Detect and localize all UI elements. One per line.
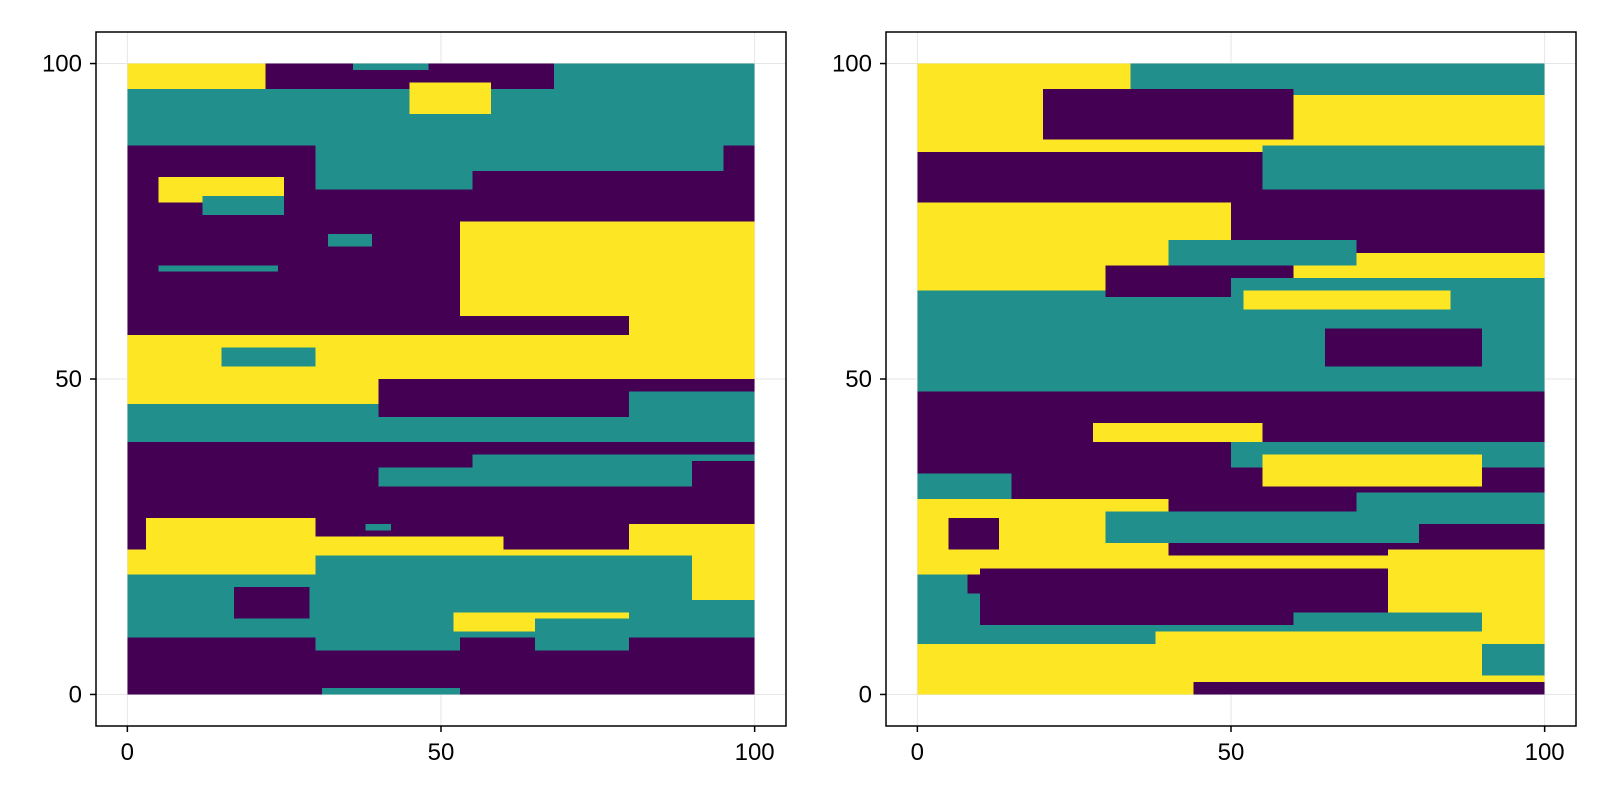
heatmap-patch (967, 574, 1156, 594)
y-tick-label: 0 (859, 681, 872, 708)
heatmap-patch (127, 63, 266, 89)
x-tick-label: 50 (1218, 739, 1245, 766)
heatmap-patch (1168, 240, 1357, 266)
heatmap-cells (127, 63, 755, 695)
heatmap-patch (535, 618, 630, 651)
heatmap-patch (1243, 290, 1451, 310)
heatmap-panel-left: 0 50 100 0 50 100 (42, 31, 787, 766)
heatmap-patch (409, 126, 724, 171)
heatmap-patch (1481, 643, 1545, 676)
y-tick-label: 50 (55, 366, 82, 393)
x-tick-label: 100 (1525, 739, 1565, 766)
heatmap-patch (948, 517, 999, 550)
heatmap-patch (1325, 328, 1482, 367)
heatmap-patch (629, 315, 755, 379)
heatmap-patch (1155, 631, 1388, 682)
heatmap-patch (948, 631, 993, 644)
heatmap-cells (917, 63, 1545, 695)
heatmap-patch (328, 233, 372, 247)
y-tick-label: 0 (69, 681, 82, 708)
heatmap-panel-right: 0 50 100 0 50 100 (832, 31, 1577, 766)
heatmap-patch (917, 473, 1012, 499)
heatmap-patch (459, 221, 755, 316)
y-tick-label: 100 (42, 51, 82, 78)
x-tick-label: 100 (735, 739, 775, 766)
heatmap-patch (1193, 681, 1545, 695)
heatmap-patch (553, 63, 755, 108)
heatmap-patch (365, 524, 391, 531)
heatmap-patch (315, 555, 692, 581)
heatmap-patch (321, 688, 460, 695)
x-tick-label: 0 (121, 739, 134, 766)
heatmap-patch (378, 467, 630, 487)
heatmap-patch (1105, 511, 1420, 544)
heatmap-patch (353, 63, 429, 70)
heatmap-patch (1093, 423, 1263, 443)
heatmap-patch (1293, 612, 1482, 632)
heatmap-patch (1262, 145, 1545, 190)
heatmap-patch (1262, 454, 1482, 487)
heatmap-patch (409, 82, 492, 115)
y-tick-label: 50 (845, 366, 872, 393)
heatmap-patch (1293, 95, 1545, 152)
heatmap-patch (1042, 88, 1294, 140)
x-tick-label: 50 (428, 739, 455, 766)
heatmap-patch (202, 196, 285, 215)
heatmap-patch (127, 442, 755, 455)
heatmap-patch (234, 587, 310, 619)
heatmap-patch (315, 637, 460, 651)
heatmap-patch (158, 265, 278, 272)
x-tick-label: 0 (911, 739, 924, 766)
y-tick-label: 100 (832, 51, 872, 78)
heatmap-patch (221, 347, 316, 367)
